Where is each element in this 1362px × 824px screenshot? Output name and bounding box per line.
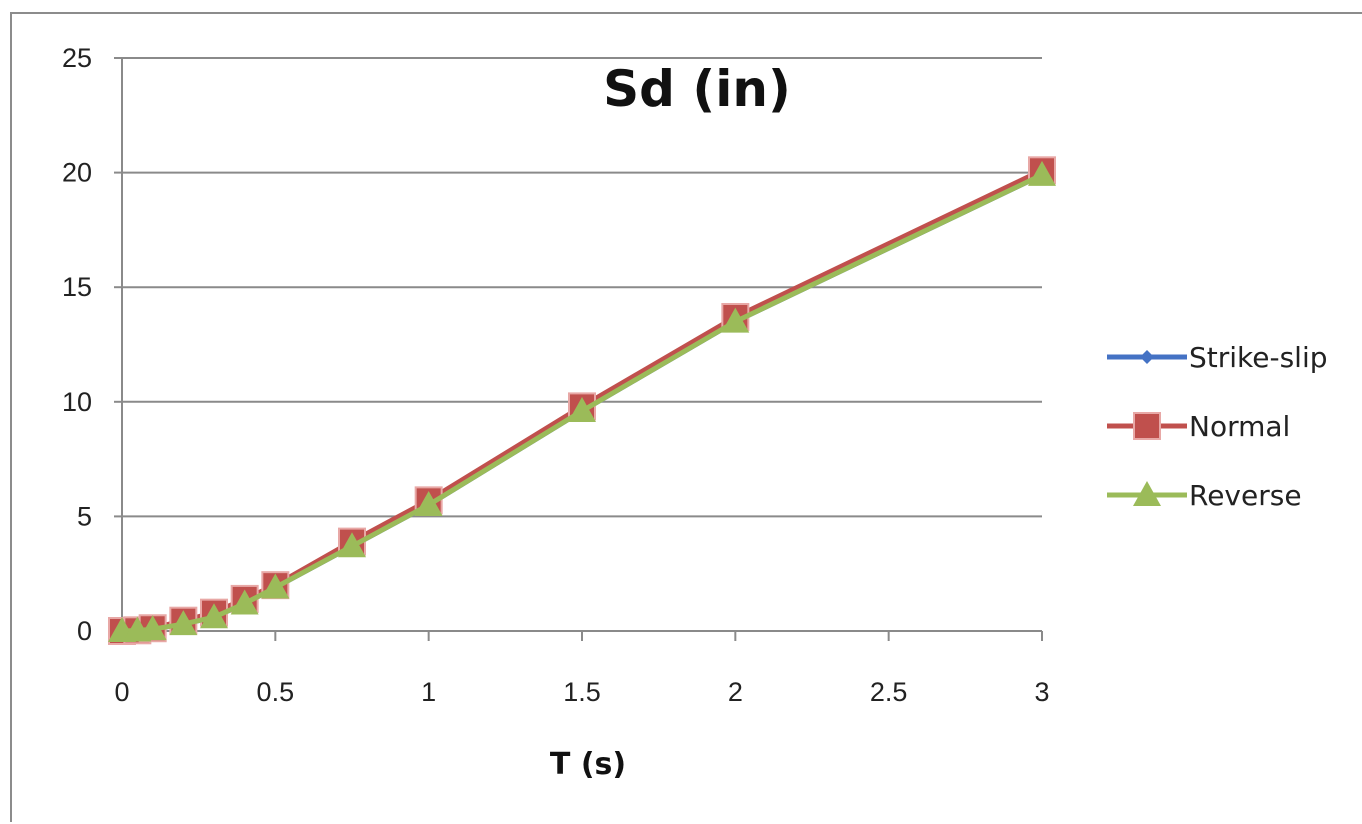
tick-label-layer: 0 5 10 15 20 25 0 0.5 1 1.5 2 2.5 3 [62, 43, 1050, 707]
legend: Strike-slip Normal Reverse [1107, 341, 1328, 512]
chart-frame: 0 5 10 15 20 25 0 0.5 1 1.5 2 2.5 3 Sd (in) T (s) St… [10, 12, 1362, 822]
y-tick-label: 15 [62, 272, 92, 302]
legend-entry-reverse: Reverse [1107, 479, 1302, 512]
x-tick-label: 1 [421, 677, 436, 707]
y-tick-label: 25 [62, 43, 92, 73]
legend-label: Normal [1189, 410, 1290, 443]
legend-marker [1140, 350, 1154, 364]
grid-layer [122, 57, 1042, 518]
y-tick-label: 5 [77, 501, 92, 531]
y-tick-label: 10 [62, 387, 92, 417]
x-tick-label: 3 [1034, 677, 1049, 707]
series-layer [108, 156, 1056, 645]
y-tick-label: 0 [77, 616, 92, 646]
x-axis-title: T (s) [550, 747, 626, 782]
data-point-reverse [261, 573, 290, 599]
data-point-reverse [169, 610, 198, 636]
legend-label: Strike-slip [1189, 341, 1328, 374]
legend-marker [1133, 412, 1161, 440]
x-tick-label: 2 [728, 677, 743, 707]
legend-entry-normal: Normal [1107, 410, 1290, 443]
data-point-reverse [200, 603, 228, 629]
data-point-reverse [1028, 160, 1056, 186]
data-point-reverse [230, 589, 259, 615]
data-point-reverse [414, 490, 443, 516]
y-tick-label: 20 [62, 158, 92, 188]
data-point-reverse [568, 396, 596, 422]
data-point-reverse [721, 307, 750, 333]
legend-label: Reverse [1189, 479, 1302, 512]
data-point-reverse [338, 532, 366, 558]
data-point-reverse [138, 615, 167, 641]
x-tick-label: 0.5 [257, 677, 295, 707]
x-tick-label: 2.5 [870, 677, 908, 707]
x-tick-label: 0 [114, 677, 129, 707]
chart-title: Sd (in) [603, 60, 791, 118]
chart-svg: 0 5 10 15 20 25 0 0.5 1 1.5 2 2.5 3 Sd (in) T (s) St… [62, 43, 1328, 782]
axis-layer [114, 57, 1043, 641]
series-reverse [108, 160, 1056, 642]
legend-marker [1133, 481, 1161, 506]
x-tick-label: 1.5 [563, 677, 601, 707]
legend-entry-strike-slip: Strike-slip [1107, 341, 1328, 374]
